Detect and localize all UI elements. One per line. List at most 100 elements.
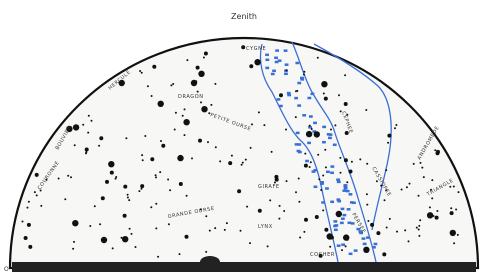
star (159, 171, 161, 173)
star (141, 72, 143, 74)
milky-way-dash (298, 144, 301, 145)
star (35, 173, 39, 177)
star (250, 147, 252, 149)
star (131, 233, 133, 235)
milky-way-dash (272, 73, 275, 74)
star (249, 242, 251, 244)
star (436, 210, 438, 212)
milky-way-dash (348, 222, 351, 223)
milky-way-dash (298, 82, 301, 83)
star (168, 223, 170, 225)
star (155, 203, 157, 205)
star (170, 84, 172, 86)
star (387, 134, 391, 138)
milky-way-dash (346, 191, 349, 192)
milky-way-dash (266, 54, 269, 55)
milky-way-dash (354, 250, 357, 251)
star (122, 236, 128, 242)
star (246, 206, 248, 208)
star (74, 144, 76, 146)
star (152, 65, 156, 69)
star (395, 124, 397, 126)
star (449, 186, 451, 188)
star (269, 199, 271, 201)
milky-way-dash (334, 221, 337, 222)
milky-way-dash (334, 144, 337, 145)
milky-way-dash (296, 62, 299, 63)
star (207, 141, 209, 143)
star (139, 70, 141, 72)
milky-way-dash (343, 215, 346, 216)
star (128, 199, 130, 201)
milky-way-dash (299, 152, 302, 153)
milky-way-dash (342, 218, 345, 219)
star (413, 163, 415, 165)
star (295, 116, 297, 118)
star (285, 129, 287, 131)
milky-way-dash (277, 99, 280, 100)
milky-way-dash (306, 160, 309, 161)
star (34, 191, 36, 193)
star (240, 230, 242, 232)
star (167, 179, 169, 181)
star (36, 194, 38, 196)
star (384, 199, 386, 201)
star (101, 237, 107, 243)
star (24, 236, 28, 240)
milky-way-dash (342, 244, 345, 245)
star (150, 206, 152, 208)
star (345, 245, 347, 247)
star (214, 83, 216, 85)
milky-way-dash (337, 245, 340, 246)
star (70, 176, 72, 178)
star (251, 123, 253, 125)
star (299, 237, 301, 239)
milky-way-dash (284, 50, 287, 51)
milky-way-dash (322, 202, 325, 203)
star (366, 204, 368, 206)
star (419, 219, 421, 221)
star (64, 198, 66, 200)
star (226, 222, 228, 224)
star (105, 180, 109, 184)
star (203, 57, 205, 59)
star (27, 223, 31, 227)
star (359, 158, 361, 160)
milky-way-dash (266, 59, 269, 60)
star (431, 179, 433, 181)
milky-way-dash (351, 223, 354, 224)
star (141, 154, 143, 156)
milky-way-dash (275, 61, 278, 62)
star (72, 220, 78, 226)
star (330, 236, 334, 240)
star (186, 195, 188, 197)
star (404, 229, 406, 231)
star (322, 175, 324, 177)
star (150, 157, 154, 161)
star (191, 157, 193, 159)
star (177, 155, 183, 161)
milky-way-dash (275, 57, 278, 58)
star (138, 190, 140, 192)
milky-way-dash (326, 188, 329, 189)
star (306, 131, 312, 137)
star (258, 111, 260, 113)
star (205, 251, 207, 253)
constellation-label: DRAGON (178, 94, 204, 100)
star (267, 245, 269, 247)
star (310, 161, 312, 163)
star (394, 127, 396, 129)
star (135, 246, 137, 248)
star (142, 159, 144, 161)
star (184, 134, 186, 136)
star (304, 218, 308, 222)
star (318, 178, 320, 180)
star (73, 124, 79, 130)
star (387, 142, 389, 144)
star (241, 45, 245, 49)
star (161, 144, 165, 148)
star (340, 172, 342, 174)
milky-way-dash (329, 137, 332, 138)
milky-way-dash (314, 122, 317, 123)
star (317, 57, 319, 59)
